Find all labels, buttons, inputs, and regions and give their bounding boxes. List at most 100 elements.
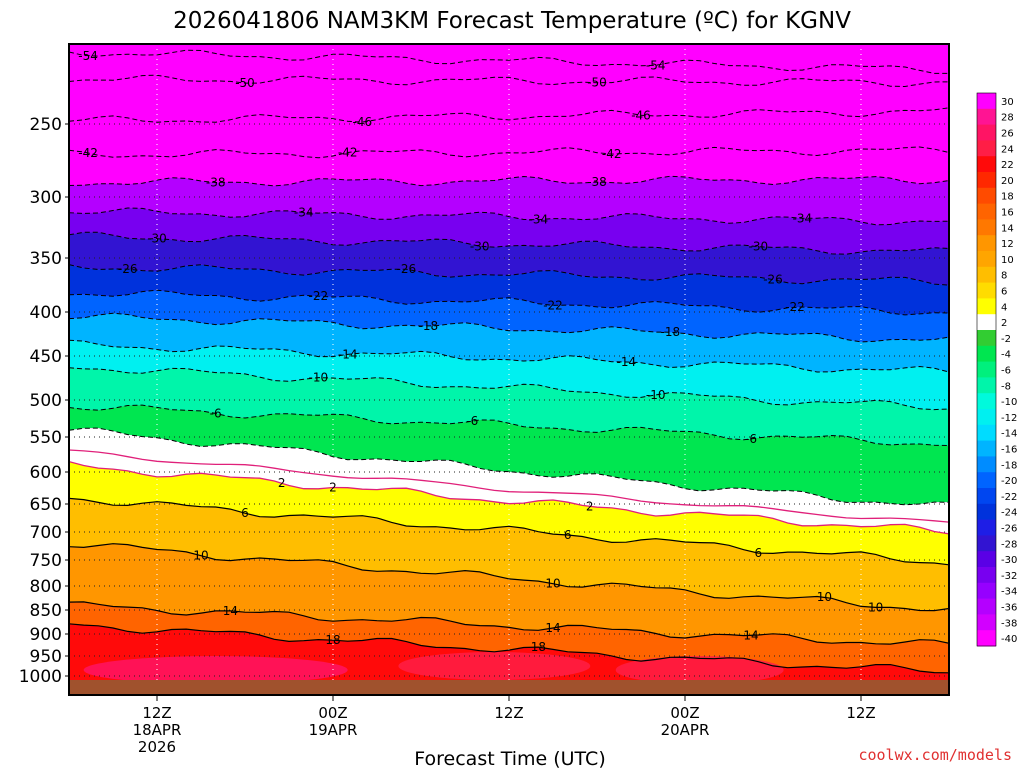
isotherm-label: -50 (587, 76, 607, 90)
y-tick-label: 850 (30, 601, 62, 621)
band--42 (69, 147, 949, 186)
x-tick-label: 18APR (133, 721, 182, 739)
colorbar-label: 24 (1001, 144, 1014, 155)
isotherm--50 (69, 74, 949, 88)
warm-pocket (83, 656, 348, 684)
isotherm-label: 18 (325, 633, 340, 647)
isotherm-labels: -54 -54 -50 -50 -46 -46 -42 -42 -42 -38 -38 -34 -34 -… (78, 49, 883, 654)
band--54 (69, 50, 949, 87)
x-tick-label: 19APR (309, 721, 358, 739)
isotherm-label: -54 (646, 58, 666, 72)
colorbar-swatch (977, 172, 996, 189)
isotherm-label: -42 (338, 146, 358, 160)
isotherm-label: 10 (545, 577, 560, 591)
colorbar-swatch (977, 519, 996, 536)
warm-pocket (615, 656, 784, 684)
isotherm-label: 10 (817, 590, 832, 604)
y-tick-label: 800 (30, 577, 62, 597)
colorbar-label: -16 (1001, 445, 1017, 456)
y-tick-label: 350 (30, 249, 62, 269)
colorbar-swatch (977, 93, 996, 110)
colorbar-swatch (977, 630, 996, 647)
isotherm-label: 18 (531, 640, 546, 654)
isotherm--54 (69, 49, 949, 74)
isotherm-label: -30 (147, 232, 167, 246)
x-tick-label: 20APR (661, 721, 710, 739)
colorbar-label: -30 (1001, 555, 1017, 566)
colorbar-label: -36 (1001, 603, 1017, 614)
isotherm-label: -34 (294, 206, 314, 220)
isotherm-label: -6 (466, 414, 478, 428)
colorbar-swatch (977, 456, 996, 473)
band--2 (69, 428, 949, 534)
band--46 (69, 107, 949, 158)
isotherm--34 (69, 207, 949, 226)
colorbar-swatch (977, 314, 996, 331)
colorbar-label: 6 (1001, 287, 1007, 298)
band--10 (69, 367, 949, 446)
colorbar-label: 8 (1001, 271, 1007, 282)
isotherm--10 (69, 367, 949, 411)
colorbar-label: -4 (1001, 350, 1011, 361)
isotherm-10 (69, 543, 949, 612)
y-tick-label: 600 (30, 463, 62, 483)
band-10 (69, 543, 949, 645)
colorbar-label: 12 (1001, 239, 1014, 250)
colorbar-label: 10 (1001, 255, 1014, 266)
colorbar-swatch (977, 108, 996, 126)
colorbar-swatch (977, 551, 996, 568)
colorbar-label: 18 (1001, 192, 1014, 203)
colorbar-label: -40 (1001, 634, 1017, 645)
x-tick-label: 2026 (138, 738, 176, 756)
isotherm-label: -6 (210, 406, 222, 420)
isotherm-label: -10 (309, 371, 329, 385)
y-tick-label: 450 (30, 347, 62, 367)
isotherm-label: 6 (564, 528, 572, 542)
isotherm-label: -42 (78, 146, 98, 160)
y-tick-label: 550 (30, 428, 62, 448)
y-tick-label: 650 (30, 495, 62, 515)
colorbar-swatch (977, 440, 996, 457)
colorbar-label: -34 (1001, 587, 1017, 598)
isotherm--2 (69, 427, 949, 506)
warm-pocket (398, 652, 591, 680)
colorbar-swatch (977, 298, 996, 315)
isotherm--46 (69, 107, 949, 123)
colorbar-label: -32 (1001, 571, 1017, 582)
y-tick-label: 400 (30, 303, 62, 323)
isotherm-18 (69, 623, 949, 674)
colorbar-swatch (977, 187, 996, 205)
x-tick-label: 12Z (846, 704, 875, 722)
colorbar-frame (976, 92, 997, 647)
colorbar-swatch (977, 535, 996, 552)
y-tick-label: 950 (30, 647, 62, 667)
colorbar-label: 30 (1001, 97, 1014, 108)
isotherm--22 (69, 289, 949, 316)
colorbar-swatch (977, 345, 996, 363)
isotherm-label: 14 (223, 604, 238, 618)
y-tick-label: 900 (30, 625, 62, 645)
colorbar-swatch (977, 203, 996, 220)
colorbar-legend: 30 28 26 24 22 20 18 16 14 12 10 8 6 4 2 -2 -4 -6 -8 -10 -12… (976, 92, 1017, 647)
isotherm-label: -22 (309, 289, 329, 303)
isotherm-label: 6 (755, 546, 763, 560)
colorbar-swatch (977, 140, 996, 157)
isotherm--30 (69, 231, 949, 255)
band-2 (69, 461, 949, 565)
x-tick-label: 12Z (494, 704, 523, 722)
isotherm-label: -34 (529, 213, 549, 227)
freezing-line (69, 449, 949, 523)
isotherm-label: 2 (278, 476, 286, 490)
isotherm-14 (69, 601, 949, 645)
colorbar-label: -26 (1001, 524, 1017, 535)
colorbar-label: -2 (1001, 334, 1011, 345)
isotherm-label: -22 (543, 298, 563, 312)
isotherm-label: -46 (353, 115, 373, 129)
isotherm-label: -22 (785, 300, 805, 314)
colorbar-swatch (977, 282, 996, 299)
colorbar-label: -24 (1001, 508, 1017, 519)
isotherm-label: -14 (617, 355, 637, 369)
plot-area: -54 -54 -50 -50 -46 -46 -42 -42 -42 -38 -38 -34 -34 -… (69, 44, 949, 695)
colorbar-swatch (977, 598, 996, 615)
colorbar-swatch (977, 393, 996, 410)
